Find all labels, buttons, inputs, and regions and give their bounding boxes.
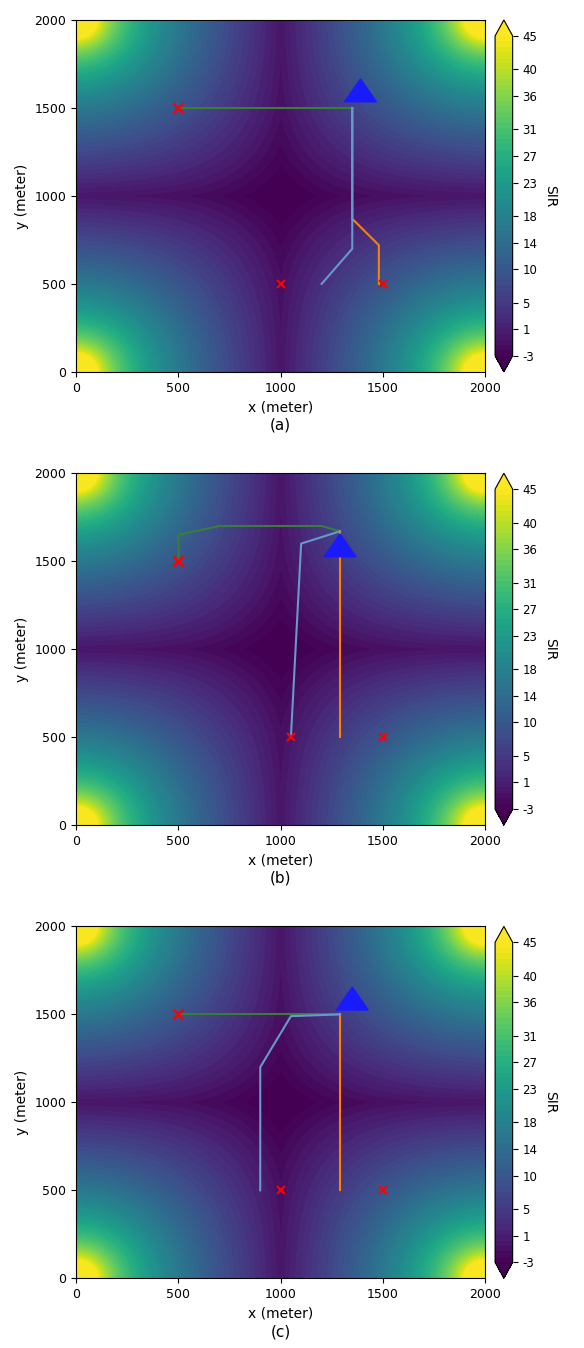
Polygon shape [324,534,356,557]
X-axis label: x (meter): x (meter) [248,400,313,414]
Y-axis label: y (meter): y (meter) [15,616,29,682]
Polygon shape [336,987,369,1010]
PathPatch shape [495,20,513,36]
Text: (a): (a) [270,418,291,433]
Text: (b): (b) [270,871,291,886]
Y-axis label: y (meter): y (meter) [15,163,29,229]
PathPatch shape [495,356,513,372]
Y-axis label: SIR: SIR [543,1091,557,1113]
Polygon shape [345,80,377,102]
Y-axis label: SIR: SIR [543,638,557,661]
Text: (c): (c) [270,1324,291,1339]
Y-axis label: y (meter): y (meter) [15,1070,29,1135]
PathPatch shape [495,1262,513,1278]
X-axis label: x (meter): x (meter) [248,853,313,867]
PathPatch shape [495,926,513,942]
Y-axis label: SIR: SIR [543,185,557,208]
X-axis label: x (meter): x (meter) [248,1306,313,1321]
PathPatch shape [495,809,513,825]
PathPatch shape [495,473,513,489]
